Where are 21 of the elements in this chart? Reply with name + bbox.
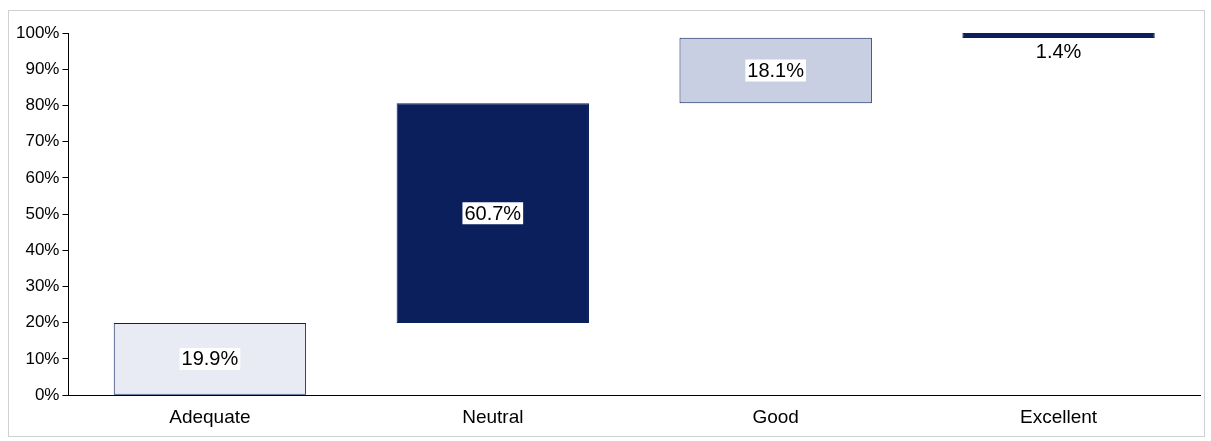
x-tick-label: Excellent <box>1020 405 1098 427</box>
data-label: 60.7% <box>464 201 522 224</box>
y-tick-label: 90% <box>25 58 60 78</box>
y-tick-label: 100% <box>16 22 60 42</box>
y-tick-label: 60% <box>25 167 60 187</box>
y-tick-label: 20% <box>25 312 60 332</box>
bar <box>962 33 1155 39</box>
y-tick-label: 50% <box>25 203 60 223</box>
y-tick-label: 40% <box>25 240 60 260</box>
x-tick-label: Neutral <box>462 405 524 427</box>
y-tick-label: 10% <box>25 348 60 368</box>
data-label: 18.1% <box>747 59 805 81</box>
y-tick-label: 0% <box>34 384 60 404</box>
x-tick-label: Adequate <box>169 405 251 427</box>
data-label: 1.4% <box>1035 39 1082 62</box>
x-tick-label: Good <box>752 405 799 427</box>
y-tick-label: 80% <box>25 95 60 115</box>
bar <box>396 103 589 324</box>
y-tick-label: 70% <box>25 131 60 151</box>
y-tick-label: 30% <box>25 276 60 296</box>
data-label: 19.9% <box>181 347 239 370</box>
